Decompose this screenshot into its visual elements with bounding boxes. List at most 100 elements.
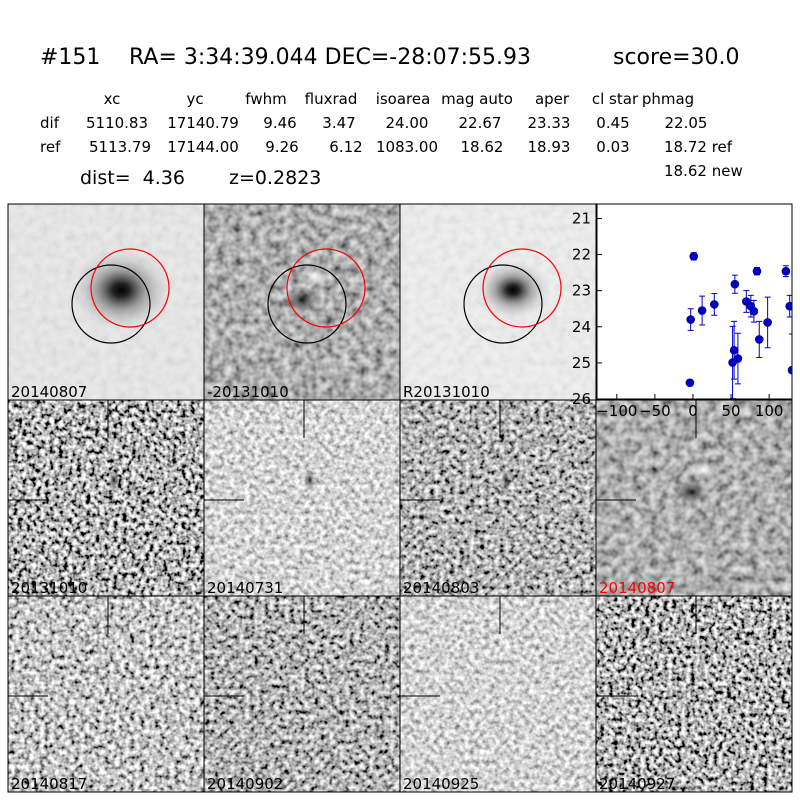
stamp-label: 20140817 (11, 775, 87, 793)
plot-area (597, 204, 792, 399)
column-header: yc (186, 90, 203, 108)
plot-frame (596, 203, 793, 400)
stamp-noise (8, 596, 204, 792)
residual-dark (674, 479, 710, 505)
stamp: 20140803 (399, 399, 597, 597)
stamp-noise (400, 596, 596, 792)
point (697, 306, 707, 315)
x-tick-label: −50 (639, 402, 671, 420)
y-tick-label: 24 (572, 318, 591, 336)
stamp-label: R20131010 (403, 383, 490, 401)
column-header: fwhm (245, 90, 286, 108)
cell: 0.03 (596, 138, 629, 156)
column-header: cl star (592, 90, 639, 108)
stamp-label: -20131010 (207, 383, 289, 401)
point (685, 378, 695, 388)
column-header: aper (535, 90, 570, 108)
stamp-noise (8, 400, 204, 596)
stamp-label: 20140731 (207, 579, 283, 597)
points (685, 252, 792, 399)
cell: 24.00 (386, 114, 429, 132)
column-header: fluxrad (305, 90, 358, 108)
stamp-noise (596, 596, 792, 792)
stamp: 20140731 (203, 399, 401, 597)
x-tick-label: 0 (688, 402, 698, 420)
phmag-new: 18.62 new (664, 162, 743, 180)
stamp: 20131010 (7, 399, 205, 597)
point (729, 345, 739, 355)
stamp-label: 20140803 (403, 579, 479, 597)
stamp-noise (204, 596, 400, 792)
aperture-ref (267, 264, 347, 344)
score: score=30.0 (613, 45, 740, 70)
stamp-noise (204, 400, 400, 596)
cell: 18.93 (528, 138, 571, 156)
stamp-frame (595, 595, 793, 793)
cell: 18.62 (461, 138, 504, 156)
error-bar (789, 333, 792, 399)
stamp-label: 20140925 (403, 775, 479, 793)
column-header: phmag (642, 90, 694, 108)
y-tick-label: 23 (572, 282, 591, 300)
residual (304, 470, 316, 490)
stamp-label: 20140807 (599, 579, 675, 597)
x-tick-label: 100 (755, 402, 784, 420)
point (752, 266, 762, 276)
dist: dist= 4.36 (80, 167, 185, 189)
cell: 17140.79 (167, 114, 239, 132)
point (730, 279, 740, 289)
y-tick-label: 26 (572, 390, 591, 408)
cell: 22.67 (459, 114, 502, 132)
residual (500, 470, 512, 490)
cell: 23.33 (528, 114, 571, 132)
galaxy (473, 258, 553, 322)
aperture-ref (71, 264, 151, 344)
row-label: dif (40, 114, 60, 132)
column-header: mag auto (441, 90, 513, 108)
id: #151 (40, 45, 100, 70)
residual-bright (298, 264, 330, 288)
y-tick-label: 22 (572, 246, 591, 264)
cell: 17144.00 (167, 138, 239, 156)
residual (108, 470, 120, 490)
point (686, 315, 695, 324)
point (754, 335, 764, 344)
stamp-label: 20140902 (207, 775, 283, 793)
point (781, 266, 791, 276)
stamps: 20140807 -20131010 R20131010 20131010 201407… (7, 203, 793, 793)
column-header: isoarea (376, 90, 431, 108)
aperture-ref (463, 264, 543, 344)
cell: 5110.83 (86, 114, 148, 132)
x-tick-label: −100 (596, 402, 637, 420)
row-label: ref (40, 138, 61, 156)
redshift: z=0.2823 (229, 167, 321, 189)
light-curve: 21 22 23 24 25 26 −100 −50 0 50 100 (572, 203, 793, 420)
x-tick-label: 50 (722, 402, 741, 420)
aperture-dif (482, 248, 562, 328)
aperture-dif (286, 248, 366, 328)
stamp-label: 20140807 (11, 383, 87, 401)
stamp: 20140902 (203, 595, 401, 793)
cell: 18.72 ref (664, 138, 733, 156)
point (763, 318, 772, 327)
cell: 1083.00 (376, 138, 438, 156)
stamp: -20131010 (203, 203, 401, 401)
residual-bright (690, 459, 718, 481)
aperture-dif (90, 248, 170, 328)
point (733, 354, 743, 363)
stamp: 20140927 (595, 595, 793, 793)
stamp: 20140925 (399, 595, 597, 793)
point (787, 365, 792, 375)
residual-dark (282, 286, 322, 314)
stamp-label: 20131010 (11, 579, 87, 597)
point (710, 300, 719, 309)
cell: 9.26 (265, 138, 298, 156)
y-tick-label: 25 (572, 354, 591, 372)
cell: 0.45 (596, 114, 629, 132)
cell: 6.12 (329, 138, 362, 156)
stamp: R20131010 (399, 203, 597, 401)
point (749, 306, 759, 316)
galaxy (66, 245, 176, 335)
cell: 22.05 (665, 114, 708, 132)
point (785, 301, 792, 311)
